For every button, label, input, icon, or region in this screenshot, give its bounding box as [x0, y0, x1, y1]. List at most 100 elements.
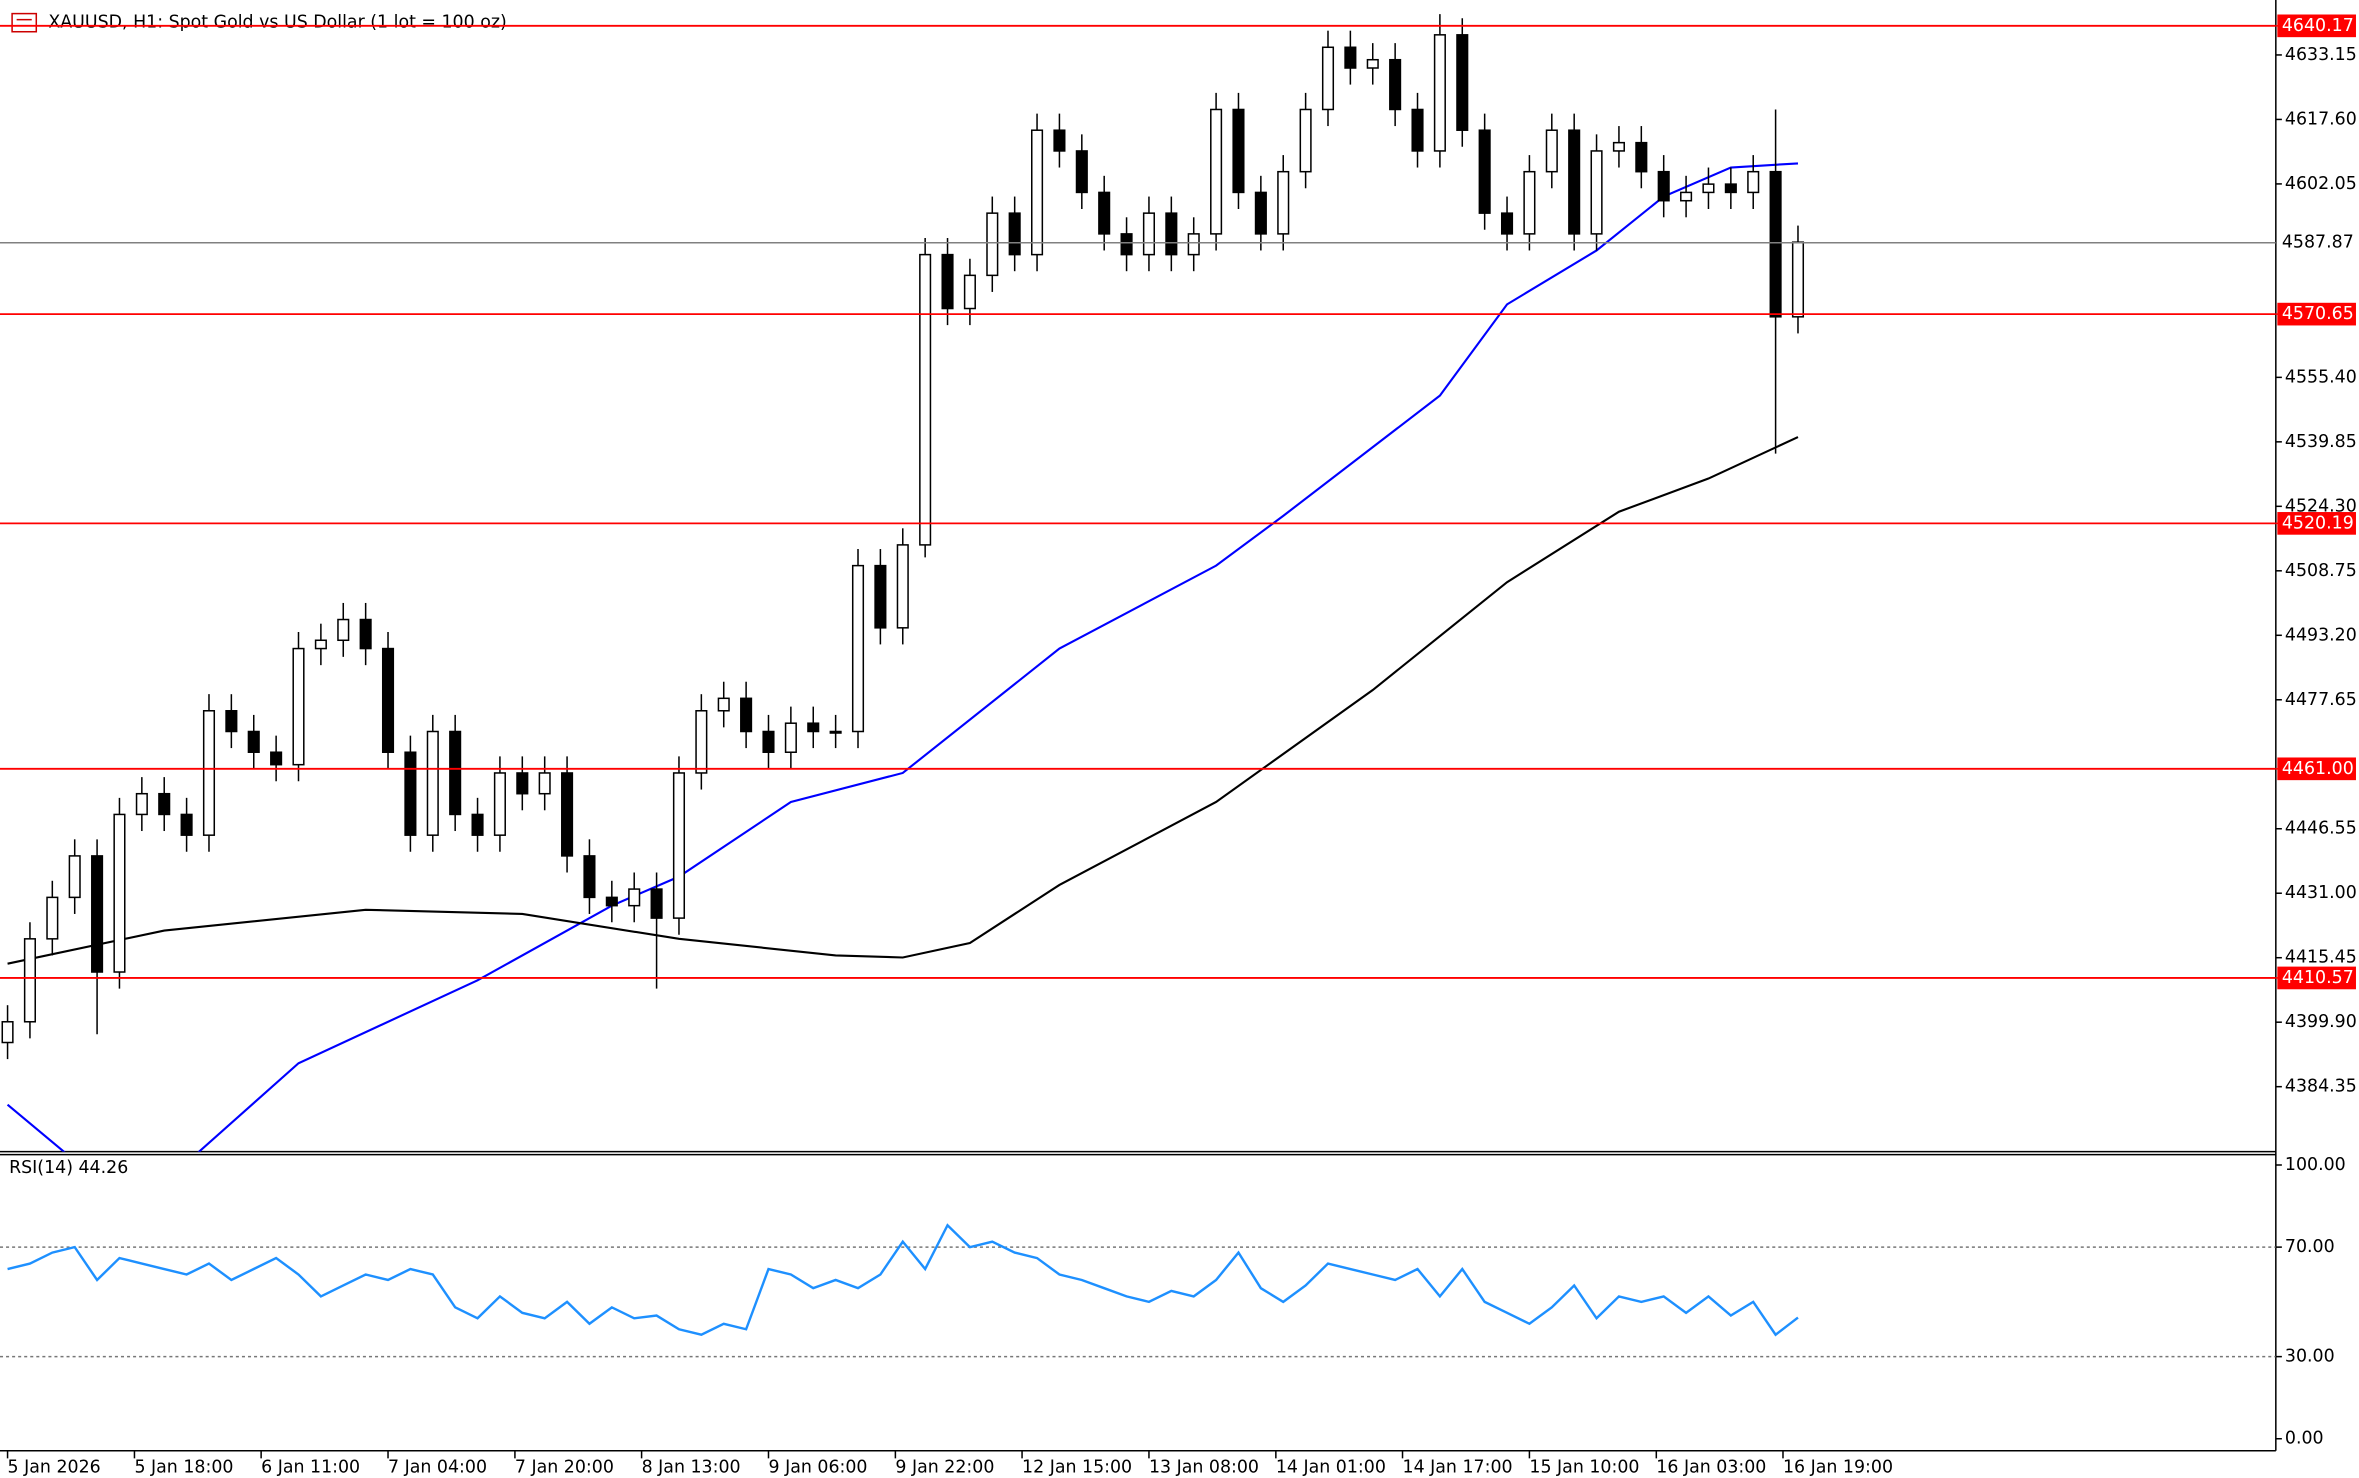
level-label: 4640.17 — [2282, 16, 2354, 36]
candle-body — [896, 544, 909, 629]
candle-body — [1769, 170, 1782, 318]
candle-body — [1523, 170, 1536, 235]
candle-body — [605, 896, 618, 907]
candle-body — [426, 730, 439, 836]
candle-body — [1500, 212, 1514, 235]
candle-body — [247, 730, 260, 753]
candle-body — [1612, 141, 1625, 152]
candle-body — [1299, 108, 1312, 173]
candle-body — [762, 730, 775, 753]
candle-body — [493, 772, 506, 836]
candle-body — [292, 647, 305, 766]
y-tick-label: 4633.15 — [2285, 45, 2357, 65]
candle-body — [1165, 212, 1178, 256]
x-tick-label: 16 Jan 19:00 — [1783, 1457, 1893, 1477]
y-tick-label: 4555.40 — [2285, 367, 2357, 387]
candle-body — [919, 253, 932, 546]
y-tick-label: 4508.75 — [2285, 561, 2357, 581]
candle-body — [314, 639, 327, 650]
rsi-label: RSI(14) 44.26 — [9, 1158, 128, 1178]
x-tick-label: 7 Jan 20:00 — [515, 1457, 614, 1477]
y-tick-label: 4431.00 — [2285, 883, 2357, 903]
y-tick-label: 4415.45 — [2285, 948, 2357, 968]
x-tick-label: 8 Jan 13:00 — [642, 1457, 741, 1477]
x-tick-label: 14 Jan 17:00 — [1403, 1457, 1513, 1477]
candle-body — [1590, 150, 1603, 235]
level-label: 4520.19 — [2282, 513, 2354, 533]
candle-body — [1433, 34, 1446, 152]
candle-body — [46, 896, 59, 940]
rsi-panel — [0, 1223, 2276, 1358]
chart-title: XAUUSD, H1: Spot Gold vs US Dollar (1 lo… — [48, 13, 506, 33]
candle-body — [516, 772, 529, 795]
candle-body — [68, 855, 81, 899]
candle-body — [359, 618, 372, 650]
x-tick-label: 5 Jan 2026 — [8, 1457, 101, 1477]
moving-average — [6, 162, 1799, 1152]
candle-body — [113, 813, 126, 973]
last-price-box — [2277, 232, 2356, 254]
candle-body — [874, 564, 887, 629]
level-box — [2277, 302, 2356, 326]
candle-body — [381, 647, 395, 753]
candle-body — [1142, 212, 1156, 256]
last-price-label: 4587.87 — [2282, 233, 2354, 253]
candle-body — [1545, 129, 1558, 173]
candle-body — [1478, 129, 1491, 214]
candle-body — [1702, 183, 1715, 194]
candle-body — [583, 855, 596, 899]
candle-body — [1277, 170, 1290, 235]
candle-body — [807, 722, 820, 733]
moving-average — [7, 436, 1799, 965]
candle-body — [404, 751, 417, 836]
x-tick-label: 13 Jan 08:00 — [1149, 1457, 1259, 1477]
x-tick-label: 15 Jan 10:00 — [1529, 1457, 1639, 1477]
y-tick-label: 4602.05 — [2285, 174, 2357, 194]
x-tick-label: 5 Jan 18:00 — [134, 1457, 233, 1477]
candle-body — [1568, 129, 1581, 235]
candle-body — [851, 564, 865, 733]
level-box — [2277, 512, 2356, 535]
price-panel — [0, 14, 2276, 1152]
level-box — [2277, 966, 2356, 990]
y-tick-label: 4493.20 — [2285, 625, 2357, 645]
x-tick-label: 16 Jan 03:00 — [1656, 1457, 1766, 1477]
x-tick-label: 6 Jan 11:00 — [261, 1457, 360, 1477]
candle-body — [941, 253, 954, 310]
candle-body — [1321, 46, 1335, 111]
candle-body — [158, 792, 171, 816]
level-label: 4461.00 — [2282, 759, 2354, 779]
candle-body — [135, 792, 148, 816]
candle-body — [740, 697, 753, 733]
x-tick-label: 9 Jan 06:00 — [768, 1457, 867, 1477]
candle-body — [1053, 129, 1066, 152]
candle-body — [23, 938, 36, 1023]
x-tick-label: 7 Jan 04:00 — [388, 1457, 487, 1477]
y-tick-label: 4399.90 — [2285, 1012, 2357, 1032]
candle-body — [1635, 141, 1648, 173]
candle-body — [538, 772, 551, 795]
candle-body — [1008, 212, 1021, 256]
candle-body — [180, 813, 193, 836]
y-tick-label: 4617.60 — [2285, 109, 2357, 129]
candle-body — [1031, 129, 1044, 256]
x-tick-label: 9 Jan 22:00 — [895, 1457, 994, 1477]
candle-body — [1, 1021, 14, 1044]
level-box — [2277, 757, 2356, 781]
y-tick-label: 4539.85 — [2285, 432, 2357, 452]
candle-body — [672, 772, 686, 919]
candle-body — [1456, 34, 1469, 131]
candle-body — [561, 772, 574, 857]
candle-body — [963, 274, 976, 310]
rsi-tick-label: 30.00 — [2285, 1347, 2335, 1367]
candle-body — [1098, 191, 1111, 235]
candle-body — [471, 813, 484, 836]
candle-body — [1411, 108, 1424, 152]
candle-body — [628, 888, 641, 907]
candle-body — [1366, 58, 1379, 69]
candle-body — [829, 730, 842, 734]
candle-body — [1344, 46, 1357, 69]
y-tick-label: 4446.55 — [2285, 819, 2357, 839]
level-label: 4410.57 — [2282, 968, 2354, 988]
